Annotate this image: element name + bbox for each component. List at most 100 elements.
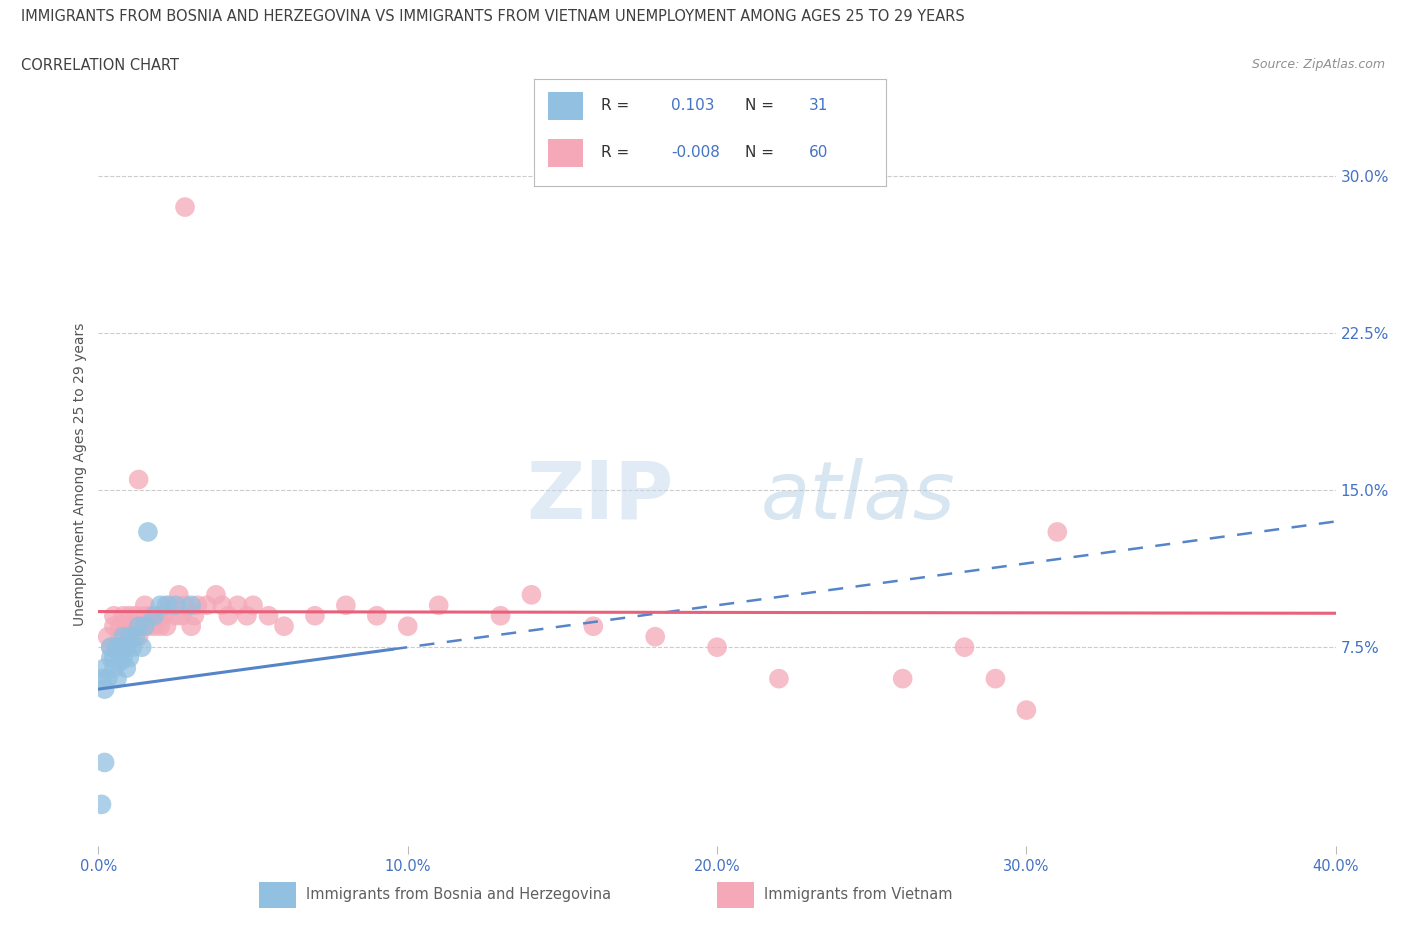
- Point: [103, 608, 125, 623]
- Point: [1046, 525, 1069, 539]
- Point: [165, 608, 187, 623]
- Text: Immigrants from Bosnia and Herzegovina: Immigrants from Bosnia and Herzegovina: [307, 886, 612, 901]
- Point: [100, 640, 122, 655]
- Text: -0.008: -0.008: [672, 145, 720, 160]
- Point: [165, 598, 187, 613]
- Text: N =: N =: [745, 145, 779, 160]
- Point: [121, 618, 143, 633]
- Point: [108, 618, 131, 633]
- Point: [128, 472, 150, 487]
- Point: [131, 618, 153, 633]
- Point: [134, 598, 156, 613]
- Point: [174, 598, 197, 613]
- Point: [112, 608, 135, 623]
- Point: [118, 608, 141, 623]
- Point: [146, 608, 169, 623]
- Text: 0.103: 0.103: [672, 99, 714, 113]
- Point: [768, 671, 790, 686]
- Text: R =: R =: [602, 99, 634, 113]
- Point: [103, 660, 125, 675]
- Point: [124, 608, 146, 623]
- Text: Source: ZipAtlas.com: Source: ZipAtlas.com: [1251, 58, 1385, 71]
- Point: [103, 618, 125, 633]
- Point: [891, 671, 914, 686]
- Point: [128, 618, 150, 633]
- Text: IMMIGRANTS FROM BOSNIA AND HERZEGOVINA VS IMMIGRANTS FROM VIETNAM UNEMPLOYMENT A: IMMIGRANTS FROM BOSNIA AND HERZEGOVINA V…: [21, 9, 965, 24]
- Point: [103, 650, 125, 665]
- Point: [112, 650, 135, 665]
- Text: 60: 60: [808, 145, 828, 160]
- Point: [108, 655, 131, 670]
- Point: [226, 598, 249, 613]
- Point: [953, 640, 976, 655]
- Point: [131, 640, 153, 655]
- Point: [134, 608, 156, 623]
- Point: [118, 650, 141, 665]
- Point: [124, 630, 146, 644]
- Point: [167, 588, 190, 603]
- Point: [180, 598, 202, 613]
- Text: 31: 31: [808, 99, 828, 113]
- Point: [195, 598, 218, 613]
- Point: [100, 650, 122, 665]
- Point: [90, 797, 112, 812]
- Point: [159, 598, 181, 613]
- Point: [118, 630, 141, 644]
- Point: [115, 660, 138, 675]
- Point: [105, 640, 128, 655]
- Point: [155, 598, 177, 613]
- Point: [128, 630, 150, 644]
- Point: [489, 608, 512, 623]
- Point: [149, 598, 172, 613]
- Point: [1015, 703, 1038, 718]
- Point: [217, 608, 239, 623]
- Point: [152, 608, 174, 623]
- Point: [105, 640, 128, 655]
- Point: [108, 630, 131, 644]
- Text: N =: N =: [745, 99, 779, 113]
- Point: [143, 618, 166, 633]
- Point: [97, 630, 120, 644]
- Point: [180, 618, 202, 633]
- Point: [211, 598, 233, 613]
- Point: [100, 640, 122, 655]
- Point: [304, 608, 326, 623]
- Point: [136, 525, 159, 539]
- Point: [97, 671, 120, 686]
- Point: [93, 755, 115, 770]
- Point: [335, 598, 357, 613]
- Point: [149, 618, 172, 633]
- Point: [90, 671, 112, 686]
- Point: [366, 608, 388, 623]
- Point: [139, 608, 162, 623]
- Point: [134, 618, 156, 633]
- Point: [236, 608, 259, 623]
- Text: atlas: atlas: [761, 458, 955, 536]
- Text: Immigrants from Vietnam: Immigrants from Vietnam: [763, 886, 953, 901]
- Text: CORRELATION CHART: CORRELATION CHART: [21, 58, 179, 73]
- Point: [105, 671, 128, 686]
- Bar: [548, 92, 583, 120]
- Point: [706, 640, 728, 655]
- Text: R =: R =: [602, 145, 634, 160]
- Point: [115, 640, 138, 655]
- Point: [984, 671, 1007, 686]
- Point: [273, 618, 295, 633]
- Point: [115, 618, 138, 633]
- Point: [136, 618, 159, 633]
- Point: [396, 618, 419, 633]
- Text: ZIP: ZIP: [526, 458, 673, 536]
- Point: [257, 608, 280, 623]
- Point: [112, 630, 135, 644]
- Point: [427, 598, 450, 613]
- Point: [183, 608, 205, 623]
- Point: [582, 618, 605, 633]
- Point: [170, 608, 193, 623]
- Point: [520, 588, 543, 603]
- Point: [644, 630, 666, 644]
- Y-axis label: Unemployment Among Ages 25 to 29 years: Unemployment Among Ages 25 to 29 years: [73, 323, 87, 626]
- Point: [118, 630, 141, 644]
- Bar: [259, 883, 297, 908]
- Point: [186, 598, 208, 613]
- Point: [112, 640, 135, 655]
